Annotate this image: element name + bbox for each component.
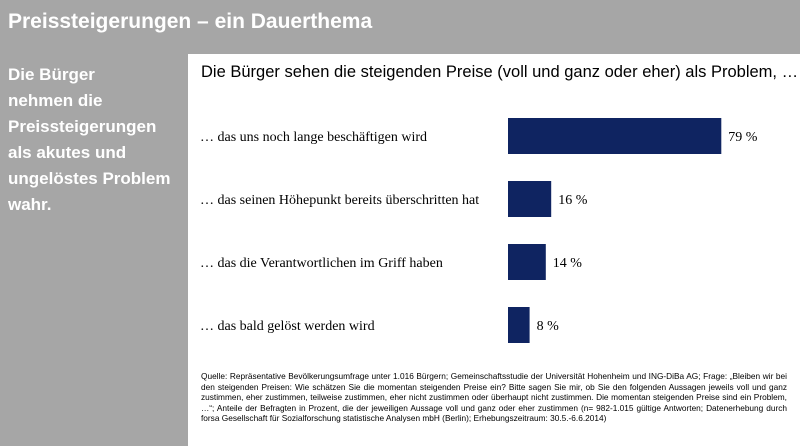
bar [508,181,552,217]
chart-title: Die Bürger sehen die steigenden Preise (… [201,63,799,81]
side-text-line: Die Bürger [8,65,95,84]
chart-panel: Die Bürger sehen die steigenden Preise (… [188,54,800,446]
category-label: … das bald gelöst werden wird [200,319,375,334]
bar [508,307,530,343]
source-note: Quelle: Repräsentative Bevölkerungsumfra… [201,371,787,424]
side-text-line: als akutes und [8,143,127,162]
side-text: Die Bürger nehmen die Preissteigerungen … [8,62,178,218]
category-label: … das uns noch lange beschäftigen wird [200,130,427,145]
side-text-line: nehmen die [8,91,103,110]
slide-title: Preissteigerungen – ein Dauerthema [8,10,373,33]
value-label: 16 % [558,193,588,208]
value-label: 8 % [537,319,560,334]
category-label: … das seinen Höhepunkt bereits überschri… [200,193,479,208]
value-label: 14 % [553,256,583,271]
side-text-line: Preissteigerungen [8,117,157,136]
bar [508,244,546,280]
side-text-line: wahr. [8,195,52,214]
bar-chart: … das uns noch lange beschäftigen wird 79… [200,118,758,343]
bar [508,118,722,154]
side-text-line: ungelöstes Problem [8,169,171,188]
value-label: 79 % [728,130,758,145]
category-label: … das die Verantwortlichen im Griff habe… [200,256,443,271]
